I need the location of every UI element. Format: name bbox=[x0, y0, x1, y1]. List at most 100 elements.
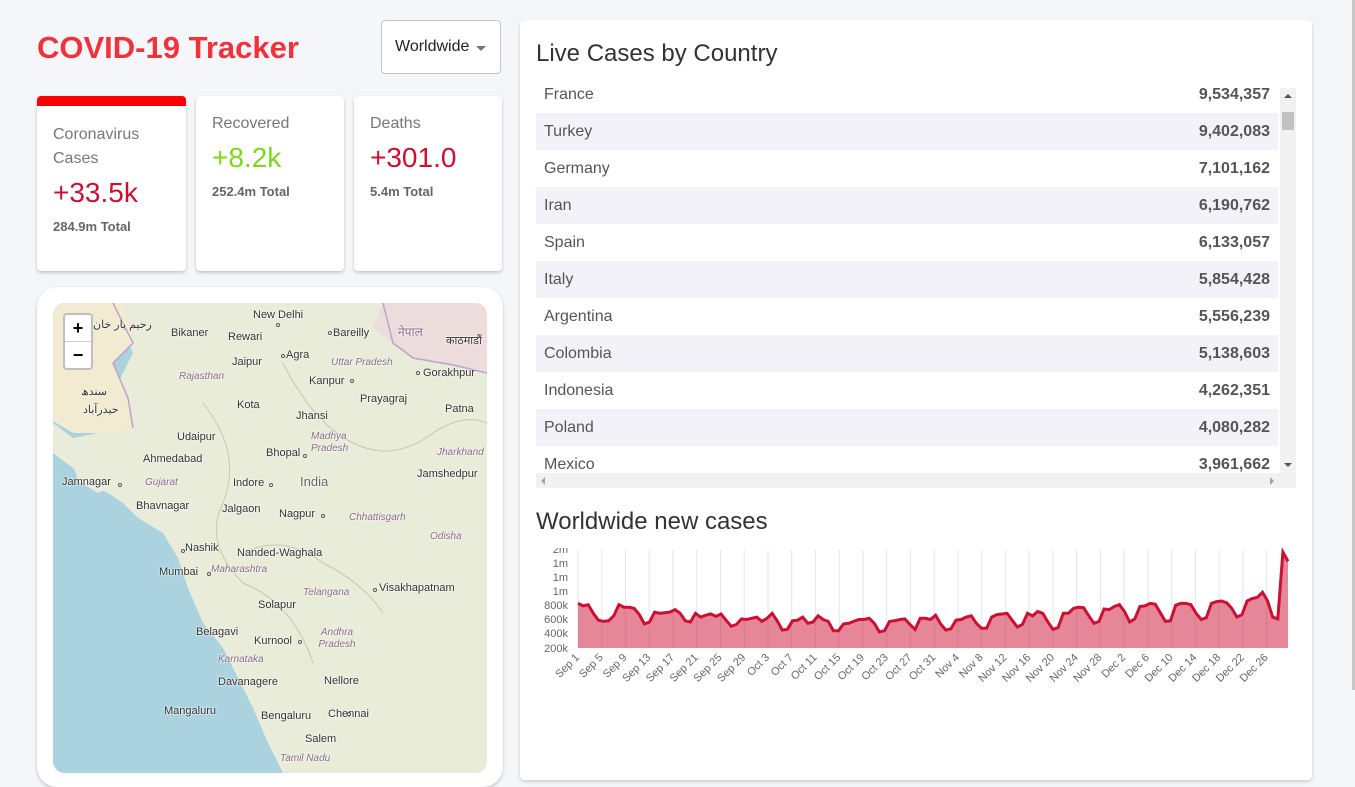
case-count: 5,854,428 bbox=[1198, 270, 1270, 288]
country-name: Indonesia bbox=[544, 381, 614, 399]
map-label: Nashik bbox=[185, 542, 219, 554]
zoom-out-button[interactable]: − bbox=[65, 341, 91, 368]
right-panel: Live Cases by Country France 9,534,357 Tu… bbox=[520, 20, 1312, 780]
chart-y-tick-label: 600k bbox=[544, 614, 568, 626]
map-label: Karnataka bbox=[218, 654, 264, 665]
map-label: Salem bbox=[305, 733, 337, 745]
map-label: New Delhi bbox=[253, 309, 304, 321]
city-marker bbox=[207, 572, 211, 576]
stat-total: 5.4m Total bbox=[370, 184, 434, 199]
map-label: Bhopal bbox=[266, 447, 301, 459]
case-count: 3,961,662 bbox=[1198, 455, 1270, 473]
case-count: 5,556,239 bbox=[1198, 307, 1270, 325]
stat-label: Deaths bbox=[370, 115, 421, 132]
chart-y-tick-label: 2m bbox=[553, 548, 568, 556]
city-marker bbox=[298, 640, 302, 644]
table-horizontal-scrollbar[interactable] bbox=[536, 473, 1296, 488]
map-label: Kota bbox=[237, 399, 260, 411]
chart-y-tick-label: 1m bbox=[553, 572, 568, 584]
chart-y-tick-label: 200k bbox=[544, 643, 568, 655]
chart-y-tick-label: 1m bbox=[553, 586, 568, 598]
city-marker bbox=[303, 454, 307, 458]
table-row: Colombia 5,138,603 bbox=[536, 335, 1278, 372]
map-label: Jamnagar bbox=[62, 476, 111, 488]
table-row: Germany 7,101,162 bbox=[536, 150, 1278, 187]
country-name: Spain bbox=[544, 233, 585, 251]
map-label: رحیم یار خان bbox=[93, 319, 152, 331]
scroll-left-icon[interactable] bbox=[541, 477, 545, 485]
map-label: Andhra Pradesh bbox=[318, 627, 356, 650]
map-label: سندھ bbox=[81, 386, 107, 398]
scroll-down-icon[interactable] bbox=[1284, 463, 1292, 467]
country-name: France bbox=[544, 88, 594, 103]
case-count: 5,138,603 bbox=[1198, 344, 1270, 362]
map-label: Uttar Pradesh bbox=[331, 357, 393, 368]
map-label: काठमाडौं bbox=[446, 335, 482, 347]
zoom-in-button[interactable]: + bbox=[72, 318, 84, 338]
chart-x-tick-label: Sep 5 bbox=[577, 652, 606, 681]
table-row: France 9,534,357 bbox=[536, 88, 1278, 113]
scroll-up-icon[interactable] bbox=[1284, 94, 1292, 98]
city-marker bbox=[181, 549, 185, 553]
case-count: 4,080,282 bbox=[1198, 418, 1270, 436]
table-row: Spain 6,133,057 bbox=[536, 224, 1278, 261]
chart-y-tick-label: 1m bbox=[553, 558, 568, 570]
table-row: Argentina 5,556,239 bbox=[536, 298, 1278, 335]
page-scrollbar[interactable] bbox=[1352, 0, 1355, 690]
scroll-right-icon[interactable] bbox=[1270, 477, 1274, 485]
table-row: Iran 6,190,762 bbox=[536, 187, 1278, 224]
map[interactable]: New Delhi Bikaner Rewari Bareilly नेपाल … bbox=[53, 303, 487, 773]
app-title: COVID-19 Tracker bbox=[37, 30, 299, 65]
country-name: Italy bbox=[544, 270, 574, 288]
chart-x-tick-label: Dec 2 bbox=[1099, 652, 1128, 681]
chart-y-tick-label: 400k bbox=[544, 628, 568, 640]
stat-total: 252.4m Total bbox=[212, 184, 290, 199]
map-label: Nanded-Waghala bbox=[237, 547, 323, 559]
stat-card-deaths[interactable]: Deaths +301.0 5.4m Total bbox=[354, 96, 502, 271]
city-marker bbox=[347, 712, 351, 716]
map-label: Mumbai bbox=[159, 566, 199, 578]
stat-value: +33.5k bbox=[53, 177, 138, 208]
map-label: Udaipur bbox=[177, 431, 216, 443]
stat-card-cases[interactable]: Coronavirus Cases +33.5k 284.9m Total bbox=[37, 96, 186, 271]
map-label: Nellore bbox=[324, 675, 359, 687]
map-label: Bhavnagar bbox=[136, 500, 190, 512]
chart-x-tick-label: Sep 1 bbox=[553, 652, 582, 681]
map-label: Prayagraj bbox=[360, 393, 408, 405]
chart-series-line bbox=[577, 548, 1290, 634]
map-label: Gujarat bbox=[145, 477, 178, 488]
country-select[interactable]: Worldwide bbox=[381, 20, 501, 74]
stat-label: Coronavirus Cases bbox=[53, 126, 140, 167]
live-cases-title: Live Cases by Country bbox=[536, 40, 778, 67]
map-label: Telangana bbox=[303, 587, 350, 598]
city-marker bbox=[416, 371, 420, 375]
map-label: Kurnool bbox=[254, 635, 292, 647]
live-cases-table[interactable]: France 9,534,357 Turkey 9,402,083 Germany 7… bbox=[536, 88, 1280, 473]
map-label: Jaipur bbox=[232, 356, 262, 368]
map-label: Odisha bbox=[430, 531, 462, 542]
map-label: حیدرآباد bbox=[83, 404, 119, 416]
chart-x-tick-label: Oct 31 bbox=[907, 652, 938, 683]
map-label: Tamil Nadu bbox=[280, 753, 331, 764]
map-label: Patna bbox=[445, 403, 474, 415]
chart-y-tick-label: 800k bbox=[544, 600, 568, 612]
map-label: Jhansi bbox=[296, 410, 328, 422]
map-label: Bikaner bbox=[171, 327, 209, 339]
map-label: India bbox=[300, 474, 329, 489]
map-label: Chhattisgarh bbox=[349, 512, 406, 523]
stat-label: Recovered bbox=[212, 115, 290, 132]
table-row: Poland 4,080,282 bbox=[536, 409, 1278, 446]
scroll-thumb[interactable] bbox=[1282, 112, 1294, 130]
chart-area-fill bbox=[578, 552, 1288, 648]
map-label: Bengaluru bbox=[261, 710, 312, 722]
country-select-value: Worldwide bbox=[395, 38, 470, 55]
table-row: Turkey 9,402,083 bbox=[536, 113, 1278, 150]
case-count: 6,133,057 bbox=[1198, 233, 1270, 251]
city-marker bbox=[350, 379, 354, 383]
map-label: Kanpur bbox=[309, 375, 345, 387]
map-label: Belagavi bbox=[196, 626, 239, 638]
table-vertical-scrollbar[interactable] bbox=[1280, 88, 1296, 473]
table-row: Indonesia 4,262,351 bbox=[536, 372, 1278, 409]
stat-card-recovered[interactable]: Recovered +8.2k 252.4m Total bbox=[196, 96, 344, 271]
map-label: Maharashtra bbox=[211, 564, 268, 575]
